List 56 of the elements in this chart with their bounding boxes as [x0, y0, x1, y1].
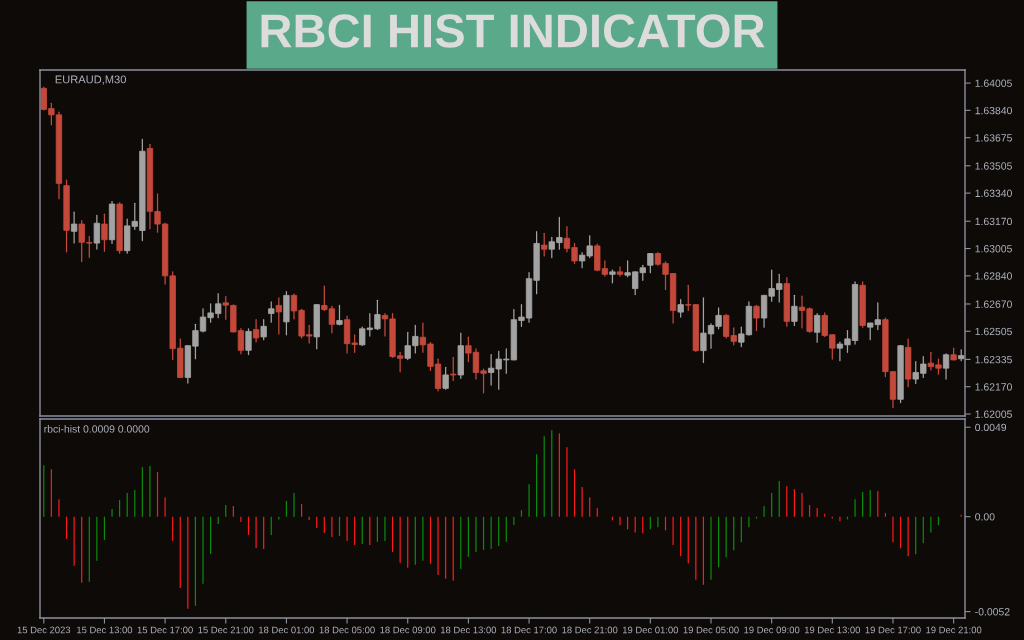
x-tick-label: 19 Dec 17:00	[865, 626, 921, 634]
y-tick-label: 1.63170	[975, 217, 1012, 226]
candlestick	[647, 252, 654, 274]
y-tick-label: 1.63005	[975, 245, 1012, 253]
x-tick-label: 18 Dec 05:00	[319, 626, 375, 634]
y-tick-label: 1.62505	[975, 327, 1012, 336]
x-tick-label: 19 Dec 01:00	[622, 626, 679, 634]
y-tick-label: -0.0052	[975, 608, 1010, 616]
y-tick-label: 1.63840	[975, 106, 1012, 115]
candlestick	[442, 366, 449, 390]
candlestick	[260, 319, 267, 341]
candlestick	[101, 213, 108, 252]
y-tick-label: 1.63505	[975, 162, 1012, 170]
y-tick-label: 0.00	[975, 513, 995, 521]
x-tick-label: 19 Dec 13:00	[804, 626, 861, 634]
candlestick	[859, 281, 866, 328]
x-tick-label: 18 Dec 17:00	[501, 626, 557, 634]
y-tick-label: 1.63675	[975, 134, 1012, 142]
x-tick-label: 19 Dec 09:00	[744, 626, 800, 634]
x-tick-label: 15 Dec 17:00	[137, 626, 193, 634]
x-tick-label: 18 Dec 01:00	[259, 626, 315, 634]
chart-title: rbci-hist 0.0009 0.0000	[44, 424, 150, 433]
candlestick	[897, 345, 904, 404]
candlestick	[313, 304, 320, 350]
candlestick	[245, 328, 252, 356]
x-tick-label: 18 Dec 21:00	[562, 626, 618, 634]
y-tick-label: 1.62005	[975, 410, 1012, 418]
x-tick-label: 19 Dec 05:00	[683, 626, 739, 634]
y-tick-label: 1.62335	[975, 355, 1012, 364]
x-tick-label: 15 Dec 2023	[17, 626, 71, 634]
y-tick-label: 1.64005	[975, 79, 1012, 87]
candlestick	[753, 304, 760, 332]
candlestick	[783, 277, 790, 327]
y-tick-label: 1.62170	[975, 383, 1012, 391]
candlestick	[791, 294, 798, 327]
y-tick-label: 1.62670	[975, 300, 1012, 308]
y-tick-label: 1.62840	[975, 272, 1012, 280]
candlestick	[268, 301, 275, 323]
x-tick-label: 19 Dec 21:00	[926, 626, 982, 634]
candlestick	[116, 202, 123, 254]
candlestick	[457, 332, 464, 379]
candlestick	[283, 291, 290, 336]
y-tick-label: 0.0049	[975, 423, 1007, 432]
chart-subtitle: EURAUD,M30	[55, 75, 126, 85]
candlestick	[541, 232, 548, 257]
candlestick	[450, 356, 457, 382]
x-tick-label: 18 Dec 09:00	[380, 626, 436, 634]
candlestick	[275, 297, 282, 335]
candlestick	[814, 313, 821, 343]
chart-title: RBCI HIST INDICATOR	[261, 14, 765, 48]
x-tick-label: 15 Dec 21:00	[198, 626, 254, 634]
candlestick	[63, 179, 70, 253]
y-tick-label: 1.63340	[975, 189, 1012, 197]
candlestick	[336, 304, 343, 326]
x-tick-label: 18 Dec 13:00	[441, 626, 497, 634]
x-tick-label: 15 Dec 13:00	[77, 626, 133, 634]
